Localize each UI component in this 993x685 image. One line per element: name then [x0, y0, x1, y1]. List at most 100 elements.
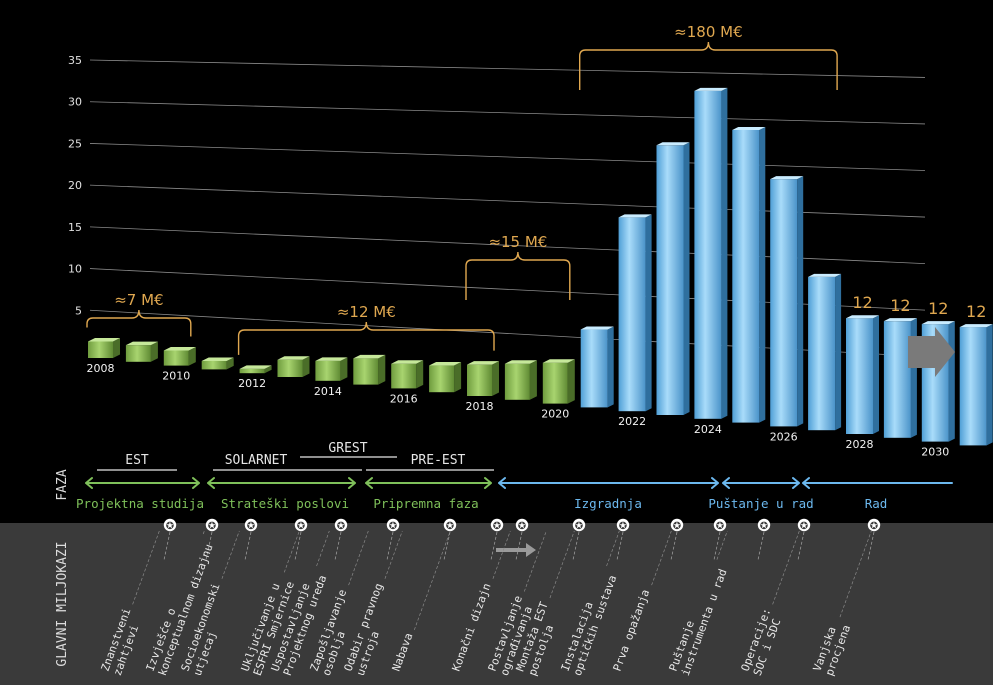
- bar-value-label: 12: [852, 293, 872, 312]
- bar-side: [454, 362, 461, 392]
- bar-2015: [353, 355, 385, 385]
- bar-front: [88, 342, 113, 359]
- bar-2014: [315, 357, 347, 380]
- bar-side: [835, 274, 841, 430]
- bar-front: [808, 277, 835, 430]
- bar-front: [694, 91, 721, 419]
- x-tick-label: 2022: [618, 415, 646, 428]
- bar-front: [391, 364, 416, 389]
- group-label-grest: GREST: [328, 441, 367, 456]
- bar-front: [846, 318, 873, 434]
- x-tick-label: 2030: [921, 446, 949, 459]
- bar-front: [202, 361, 227, 369]
- bar-front: [505, 364, 530, 400]
- phase-arrow-projektna-studija: [86, 478, 199, 488]
- star-glyph: ✪: [673, 521, 681, 532]
- bars: [88, 88, 993, 446]
- bar-side: [113, 338, 120, 358]
- bar-front: [126, 345, 151, 362]
- y-tick-label: 5: [75, 304, 82, 317]
- bar-side: [987, 324, 993, 445]
- phase-label-projektna-studija: Projektna studija: [76, 496, 204, 511]
- star-glyph: ✪: [337, 521, 345, 532]
- bar-value-label: 12: [928, 299, 948, 318]
- x-tick-label: 2024: [694, 423, 722, 436]
- bar-2012: [240, 365, 272, 373]
- y-tick-label: 35: [68, 54, 82, 67]
- bar-side: [568, 359, 575, 403]
- x-tick-label: 2012: [238, 377, 266, 390]
- bar-front: [619, 217, 646, 411]
- star-glyph: ✪: [247, 521, 255, 532]
- bar-front: [429, 366, 454, 393]
- group-label-est: EST: [125, 453, 149, 468]
- star-glyph: ✪: [716, 521, 724, 532]
- bar-front: [278, 360, 303, 377]
- star-glyph: ✪: [493, 521, 501, 532]
- bar-front: [353, 358, 378, 384]
- bar-value-label: 12: [966, 302, 986, 321]
- phase-label-strateski-poslovi: Strateški poslovi: [221, 496, 349, 511]
- phase-arrow-strateski-poslovi: [208, 478, 355, 488]
- x-tick-label: 2014: [314, 385, 342, 398]
- bar-front: [770, 179, 797, 426]
- bar-2016: [391, 360, 423, 388]
- y-tick-label: 10: [68, 263, 82, 276]
- bar-2013: [278, 356, 310, 377]
- cost-bracket: [239, 322, 494, 355]
- bar-front: [315, 361, 340, 381]
- bar-side: [303, 356, 310, 377]
- star-glyph: ✪: [297, 521, 305, 532]
- bar-side: [416, 360, 423, 388]
- bar-side: [797, 176, 803, 426]
- cost-bracket: [87, 310, 191, 336]
- bar-2011: [202, 357, 234, 369]
- star-glyph: ✪: [166, 521, 174, 532]
- bar-front: [884, 321, 911, 438]
- bar-2025: [732, 127, 765, 423]
- y-tick-label: 25: [68, 137, 82, 150]
- bar-front: [467, 365, 492, 396]
- phase-section: FAZA EST SOLARNET GREST PRE-EST Projektn…: [55, 441, 952, 511]
- bar-2028: [846, 315, 879, 434]
- bar-2027: [808, 274, 841, 430]
- phase-label-pripremna-faza: Pripremna faza: [373, 496, 478, 511]
- bar-front: [240, 369, 265, 373]
- gridline-35: [90, 60, 925, 77]
- star-glyph: ✪: [208, 521, 216, 532]
- bar-side: [378, 355, 385, 385]
- group-label-solarnet: SOLARNET: [225, 453, 288, 468]
- bar-2031: [960, 324, 993, 445]
- x-tick-label: 2028: [846, 438, 874, 451]
- star-glyph: ✪: [446, 521, 454, 532]
- x-tick-label: 2010: [162, 370, 190, 383]
- bar-2009: [126, 342, 158, 362]
- cost-bracket: [580, 42, 837, 90]
- bar-front: [732, 130, 759, 423]
- bar-2022: [619, 214, 652, 411]
- phase-label-pustanje: Puštanje u rad: [708, 496, 813, 511]
- star-glyph: ✪: [575, 521, 583, 532]
- bar-2020: [543, 359, 575, 403]
- bar-2024: [694, 88, 727, 419]
- x-tick-label: 2008: [87, 362, 115, 375]
- bar-front: [543, 363, 568, 404]
- star-glyph: ✪: [760, 521, 768, 532]
- bar-side: [759, 127, 765, 423]
- bar-2010: [164, 347, 196, 366]
- bar-front: [164, 350, 189, 365]
- bar-front: [657, 145, 684, 415]
- x-tick-label: 2020: [541, 408, 569, 421]
- bar-side: [151, 342, 158, 362]
- bar-side: [873, 315, 879, 434]
- cost-bracket: [466, 252, 570, 300]
- y-tick-label: 15: [68, 221, 82, 234]
- phase-arrow-pustanje: [723, 478, 799, 488]
- star-glyph: ✪: [870, 521, 878, 532]
- y-tick-label: 20: [68, 179, 82, 192]
- bar-front: [581, 330, 608, 408]
- y-tick-label: 30: [68, 96, 82, 109]
- bar-2018: [467, 361, 499, 396]
- x-tick-label: 2026: [770, 430, 798, 443]
